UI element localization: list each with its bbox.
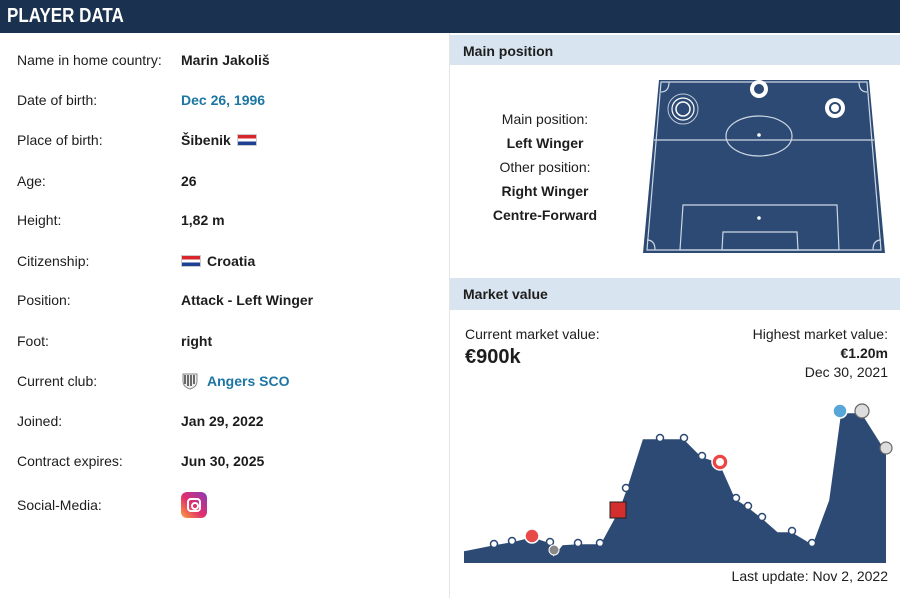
age-value: 26	[181, 173, 197, 189]
joined-label: Joined:	[17, 413, 63, 429]
highest-value-date: Dec 30, 2021	[804, 364, 888, 380]
highest-value: €1.20m	[840, 345, 888, 361]
market-value-title: Market value	[463, 286, 548, 302]
position-value: Attack - Left Winger	[181, 292, 314, 308]
citizenship-value: Croatia	[181, 253, 255, 269]
current-value-label: Current market value:	[465, 326, 600, 342]
foot-value: right	[181, 333, 213, 349]
citizenship-text: Croatia	[207, 253, 256, 269]
main-position-header: Main position	[450, 35, 900, 65]
social-label: Social-Media:	[17, 497, 102, 513]
info-row-pob: Place of birth: Šibenik	[17, 129, 257, 151]
club-name: Angers SCO	[207, 373, 290, 389]
info-row-citizenship: Citizenship: Croatia	[17, 250, 255, 272]
player-info-table: Name in home country: Marin Jakoliš Date…	[0, 33, 449, 598]
market-value-chart	[463, 403, 893, 563]
position-panel: Main position: Left Winger Other positio…	[450, 67, 900, 275]
market-value-header: Market value	[450, 278, 900, 310]
info-row-dob: Date of birth: Dec 26, 1996	[17, 89, 265, 111]
croatia-flag-icon	[181, 255, 201, 267]
info-row-age: Age: 26	[17, 170, 197, 192]
age-label: Age:	[17, 173, 46, 189]
info-row-club: Current club: Angers SCO	[17, 370, 289, 392]
section-title: PLAYER DATA	[7, 5, 124, 27]
info-row-social: Social-Media:	[17, 490, 207, 520]
pob-value: Šibenik	[181, 132, 257, 148]
dob-link[interactable]: Dec 26, 1996	[181, 92, 266, 108]
info-row-name: Name in home country: Marin Jakoliš	[17, 49, 270, 71]
citizenship-label: Citizenship:	[17, 253, 90, 269]
social-links	[181, 492, 207, 518]
croatia-flag-icon	[236, 134, 257, 146]
info-row-contract: Contract expires: Jun 30, 2025	[17, 450, 264, 472]
info-row-height: Height: 1,82 m	[17, 209, 225, 231]
other-position-2: Centre-Forward	[492, 207, 598, 223]
pob-label: Place of birth:	[17, 132, 103, 148]
current-value: €900k	[465, 346, 521, 368]
other-position-1: Right Winger	[501, 183, 589, 199]
contract-label: Contract expires:	[17, 453, 123, 469]
info-row-position: Position: Attack - Left Winger	[17, 289, 313, 311]
club-label: Current club:	[17, 373, 98, 389]
name-value: Marin Jakoliš	[181, 52, 270, 68]
instagram-icon[interactable]	[181, 492, 207, 518]
club-link[interactable]: Angers SCO	[181, 372, 289, 390]
highest-value-label: Highest market value:	[752, 326, 888, 342]
main-position-value: Left Winger	[506, 135, 584, 151]
position-label: Position:	[17, 292, 71, 308]
position-text: Main position: Left Winger Other positio…	[450, 107, 640, 227]
column-divider	[449, 33, 450, 598]
info-row-foot: Foot: right	[17, 330, 212, 352]
height-label: Height:	[17, 212, 62, 228]
joined-value: Jan 29, 2022	[181, 413, 264, 429]
contract-value: Jun 30, 2025	[181, 453, 265, 469]
dob-label: Date of birth:	[17, 92, 98, 108]
left-winger-marker	[667, 93, 699, 125]
pob-text: Šibenik	[181, 132, 231, 148]
height-value: 1,82 m	[181, 212, 225, 228]
position-pitch	[643, 80, 885, 253]
name-label: Name in home country:	[17, 52, 162, 68]
club-markers	[524, 403, 893, 556]
info-row-joined: Joined: Jan 29, 2022	[17, 410, 264, 432]
other-position-label: Other position:	[499, 159, 591, 175]
last-update: Last update: Nov 2, 2022	[731, 568, 888, 584]
main-position-title: Main position	[463, 43, 554, 59]
foot-label: Foot:	[17, 333, 49, 349]
player-data-header: PLAYER DATA	[0, 0, 900, 33]
main-position-label: Main position:	[501, 111, 589, 127]
angers-crest-icon	[182, 373, 198, 390]
